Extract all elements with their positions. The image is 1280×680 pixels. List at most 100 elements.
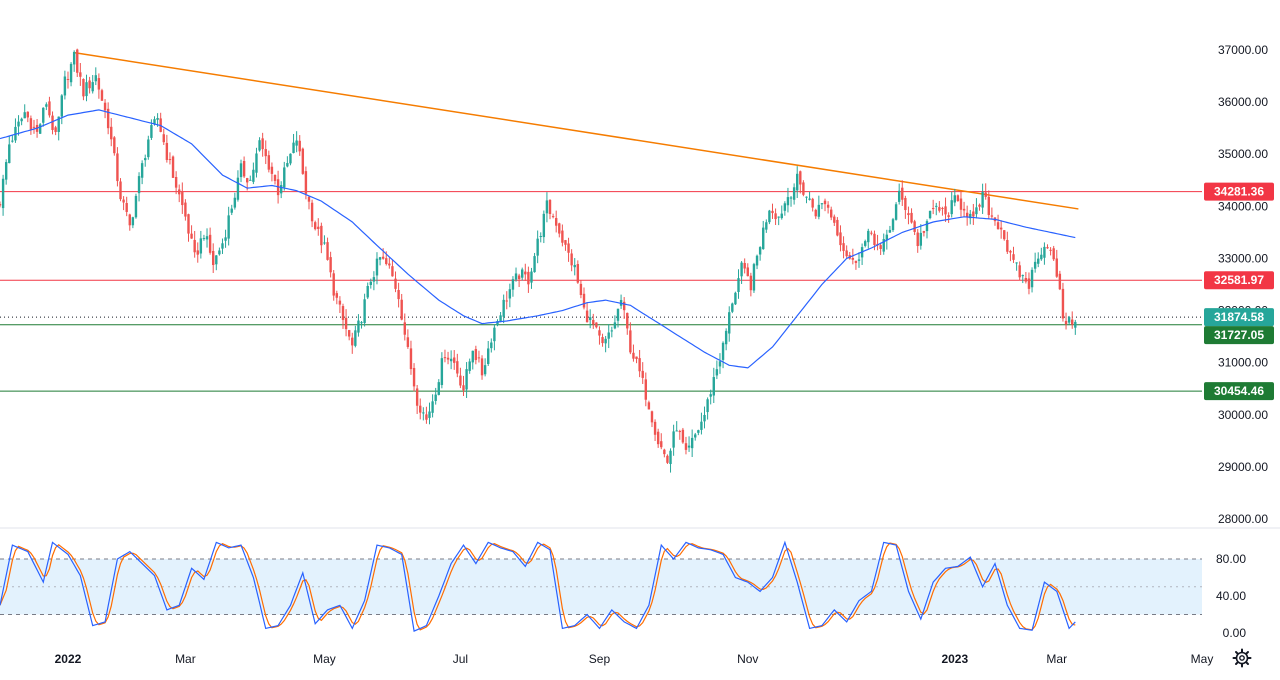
candle [82,78,85,101]
level-label-box [1204,326,1274,345]
candle [320,222,323,254]
candle-body [666,455,669,463]
candle [60,94,63,125]
candle [239,159,243,183]
candle [187,213,190,242]
candle-body [653,421,657,435]
candle [638,349,641,378]
candle [1055,249,1058,278]
time-axis[interactable]: 2022 Mar May Jul Sep Nov 2023 Mar May [55,652,1214,666]
candle-body [925,221,929,232]
candle-body [242,160,246,177]
candle-body [97,78,101,90]
candle-body [953,195,957,203]
stochastic-layer [0,540,1076,632]
candle [134,193,138,219]
candle-body [252,169,255,182]
candle-body [1064,320,1068,325]
candle-body [530,271,533,283]
time-tick-label: Nov [737,652,758,666]
candle [4,159,8,185]
candle-body [32,126,36,128]
candle-body [823,200,827,205]
candle [731,302,734,314]
candle [576,260,580,284]
candle-body [616,308,620,321]
candle [113,136,116,156]
candle [808,191,811,201]
candle [496,319,499,327]
candle [144,154,147,167]
candle-body [406,337,410,347]
candle-body [913,221,916,232]
price-tick-label: 34000.00 [1218,199,1268,213]
candle-body [385,258,388,264]
moving-average-line [0,109,1076,369]
candle [863,239,867,248]
candle [950,191,953,218]
candle [11,134,14,143]
candle [270,162,274,182]
candle [857,252,861,268]
candle [462,375,465,397]
candle [304,166,308,200]
candle [783,201,787,216]
candle-body [567,243,570,253]
candle-body [0,204,2,206]
candle-body [965,212,969,217]
candle-body [724,330,728,345]
candle [517,273,521,287]
candle-body [79,72,82,77]
gear-icon[interactable] [1232,648,1252,668]
stoch-k-line [0,540,1076,632]
candle-body [178,189,181,195]
stoch-tick-label: 0.00 [1223,626,1247,640]
candle-body [8,144,11,164]
candle [347,329,351,341]
candle-body [585,310,589,323]
candle [196,242,199,263]
candle-body [1024,277,1028,282]
candle [181,182,184,214]
candle-body [718,361,722,367]
candle-body [941,208,944,210]
candle-body [521,269,524,278]
candle [626,312,629,335]
stochastic-axis[interactable]: 80.00 40.00 0.00 [1216,552,1246,640]
candle [579,280,583,299]
candle-body [372,277,376,282]
price-axis[interactable]: 37000.00 36000.00 35000.00 34000.00 33000.00… [1218,43,1268,526]
candle-body [431,401,434,413]
level-label-text: 31874.58 [1214,310,1264,324]
candle [91,75,94,94]
level-label-text: 31727.05 [1214,328,1264,342]
candle-body [471,350,474,363]
candle-body [601,337,604,344]
candle [558,222,561,238]
candle-body [289,153,292,164]
candle [1018,261,1021,281]
candle [477,350,481,363]
candle [644,372,648,407]
candle [718,353,722,374]
candle [1074,319,1077,335]
candle [54,125,57,136]
candle-body [181,191,184,206]
candle [839,225,842,252]
candle [697,429,700,436]
candle-body [1033,261,1037,269]
candle-body [814,209,817,217]
candle-body [749,275,753,291]
candle-body [258,140,261,151]
candle [737,269,740,299]
candle [845,245,848,258]
candle [514,267,518,282]
candle-body [984,192,987,197]
candle-body [184,202,187,217]
candle-body [981,191,984,208]
candle [326,237,329,261]
price-tick-label: 31000.00 [1218,356,1268,370]
candle [1021,274,1024,284]
candle [505,291,508,310]
candle-body [255,153,258,173]
